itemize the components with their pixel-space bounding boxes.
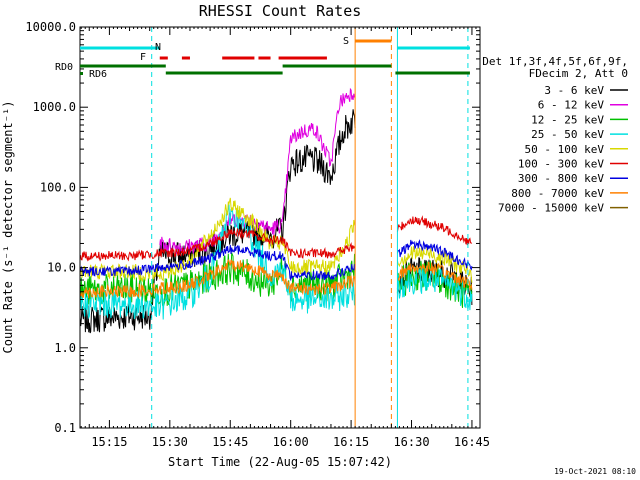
legend: Det 1f,3f,4f,5f,6f,9f,FDecim 2, Att 0 3 -… bbox=[482, 55, 628, 215]
x-tick-label: 16:15 bbox=[333, 435, 369, 449]
legend-label-5: 100 - 300 keV bbox=[518, 158, 604, 171]
legend-label-2: 12 - 25 keV bbox=[531, 113, 604, 126]
series-line-5-1 bbox=[396, 215, 473, 246]
x-tick-label: 16:45 bbox=[454, 435, 490, 449]
flag-label-s: S bbox=[343, 36, 349, 47]
y-tick-label: 1.0 bbox=[54, 341, 76, 355]
x-tick-label: 15:45 bbox=[212, 435, 248, 449]
legend-label-8: 7000 - 15000 keV bbox=[498, 202, 604, 215]
series-line-6-1 bbox=[396, 239, 473, 271]
series-line-7-0 bbox=[80, 258, 356, 299]
axes: 0.1 1.0 10.0 100.0 1000.0 10000.0 15:15 15:30 15… bbox=[25, 20, 490, 449]
timestamp: 19-Oct-2021 08:10 bbox=[554, 467, 636, 476]
x-tick-label: 16:00 bbox=[273, 435, 309, 449]
plot-area bbox=[80, 27, 473, 428]
y-tick-label: 10.0 bbox=[47, 261, 76, 275]
series-line-5-0 bbox=[80, 228, 356, 262]
y-tick-label: 10000.0 bbox=[25, 20, 76, 34]
flag-label-n: N bbox=[155, 42, 161, 53]
legend-label-6: 300 - 800 keV bbox=[518, 172, 604, 185]
series-line-7-1 bbox=[397, 261, 473, 290]
chart-title: RHESSI Count Rates bbox=[199, 2, 362, 20]
series-line-3-1 bbox=[396, 267, 473, 311]
series-line-4-1 bbox=[396, 246, 473, 283]
y-tick-label: 1000.0 bbox=[33, 100, 76, 114]
series-line-4-0 bbox=[80, 197, 356, 283]
y-axis-title: Count Rate (s⁻¹ detector segment⁻¹) bbox=[1, 101, 15, 354]
y-tick-label: 100.0 bbox=[40, 180, 76, 194]
series-line-6-0 bbox=[80, 244, 356, 282]
flag-label-rd6: RD6 bbox=[89, 69, 107, 80]
x-tick-label: 15:30 bbox=[152, 435, 188, 449]
legend-header-line-1: Det 1f,3f,4f,5f,6f,9f, bbox=[482, 55, 628, 68]
series-line-0-0 bbox=[80, 109, 356, 334]
flag-label-f: F bbox=[140, 52, 146, 63]
x-axis-title: Start Time (22-Aug-05 15:07:42) bbox=[168, 455, 392, 469]
x-tick-label: 15:15 bbox=[91, 435, 127, 449]
legend-label-7: 800 - 7000 keV bbox=[511, 187, 604, 200]
x-tick-label: 16:30 bbox=[393, 435, 429, 449]
legend-label-4: 50 - 100 keV bbox=[525, 143, 605, 156]
rd6-marker-dot bbox=[80, 72, 83, 75]
flag-label-rd0: RD0 bbox=[55, 62, 73, 73]
legend-header-line-2: FDecim 2, Att 0 bbox=[529, 67, 628, 80]
legend-label-1: 6 - 12 keV bbox=[538, 99, 605, 112]
legend-label-3: 25 - 50 keV bbox=[531, 128, 604, 141]
plot-frame bbox=[79, 26, 481, 429]
legend-label-0: 3 - 6 keV bbox=[544, 84, 604, 97]
y-tick-label: 0.1 bbox=[54, 421, 76, 435]
